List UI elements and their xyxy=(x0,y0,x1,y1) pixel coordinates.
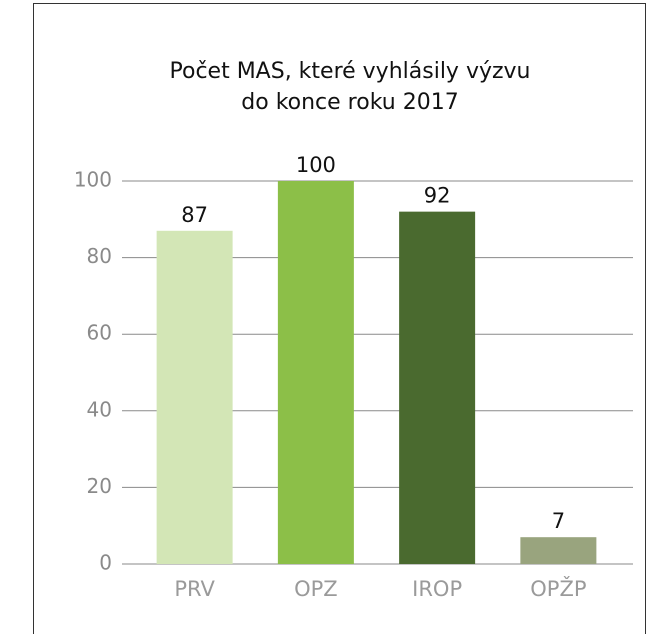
bar xyxy=(399,211,476,564)
x-tick-label: PRV xyxy=(174,577,215,601)
bar xyxy=(277,181,354,564)
y-tick-label: 20 xyxy=(87,474,112,498)
y-tick-label: 0 xyxy=(99,551,112,575)
value-label: 100 xyxy=(296,153,336,177)
y-tick-label: 40 xyxy=(87,397,112,421)
chart-title: do konce roku 2017 xyxy=(241,90,458,115)
value-label: 7 xyxy=(552,509,565,533)
chart-title: Počet MAS, které vyhlásily výzvu xyxy=(170,59,531,84)
y-tick-label: 60 xyxy=(87,321,112,345)
value-label: 92 xyxy=(424,184,451,208)
bar xyxy=(156,230,233,565)
bar xyxy=(520,537,597,564)
x-tick-label: OPZ xyxy=(294,577,338,601)
x-tick-label: OPŽP xyxy=(530,576,586,601)
value-label: 87 xyxy=(181,203,208,227)
frame xyxy=(33,3,646,634)
y-tick-label: 80 xyxy=(87,244,112,268)
y-tick-label: 100 xyxy=(74,168,112,192)
x-tick-label: IROP xyxy=(412,577,462,601)
